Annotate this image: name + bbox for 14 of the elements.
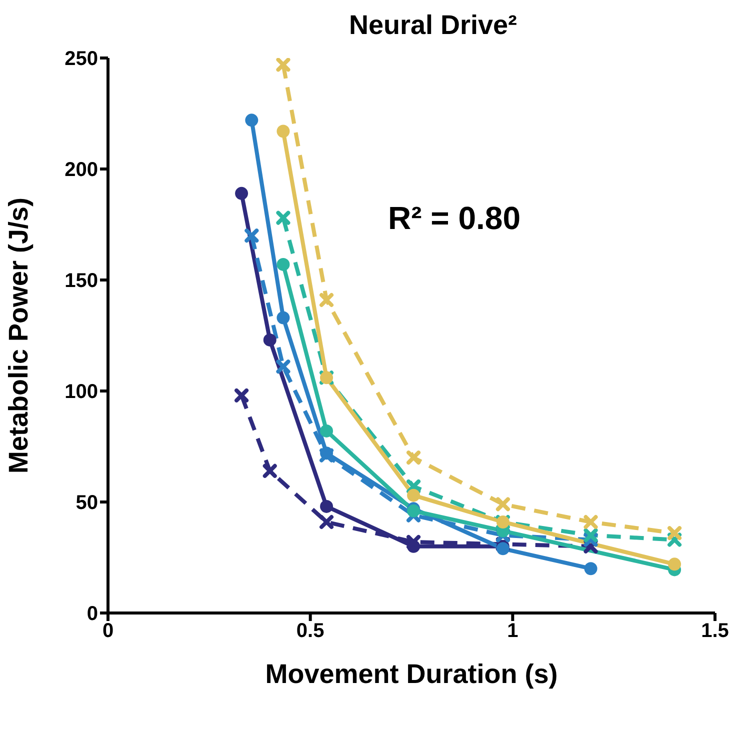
- chart-title: Neural Drive²: [348, 10, 518, 41]
- y-tick-label: 100: [64, 381, 98, 404]
- y-axis-title: Metabolic Power (J/s): [4, 197, 34, 474]
- annotation: R² = 0.80: [388, 200, 521, 237]
- y-tick-label: 250: [64, 48, 98, 70]
- x-tick-label: 0.5: [296, 620, 324, 642]
- y-tick-label: 200: [64, 159, 98, 182]
- y-tick-label: 150: [64, 270, 98, 292]
- x-axis-title: Movement Duration (s): [265, 659, 558, 689]
- x-tick-label: 1: [507, 620, 518, 642]
- x-tick-label: 1.5: [701, 620, 729, 642]
- x-tick-label: 0: [102, 620, 114, 642]
- y-tick-label: 50: [76, 492, 98, 514]
- y-tick-label: 0: [86, 603, 98, 626]
